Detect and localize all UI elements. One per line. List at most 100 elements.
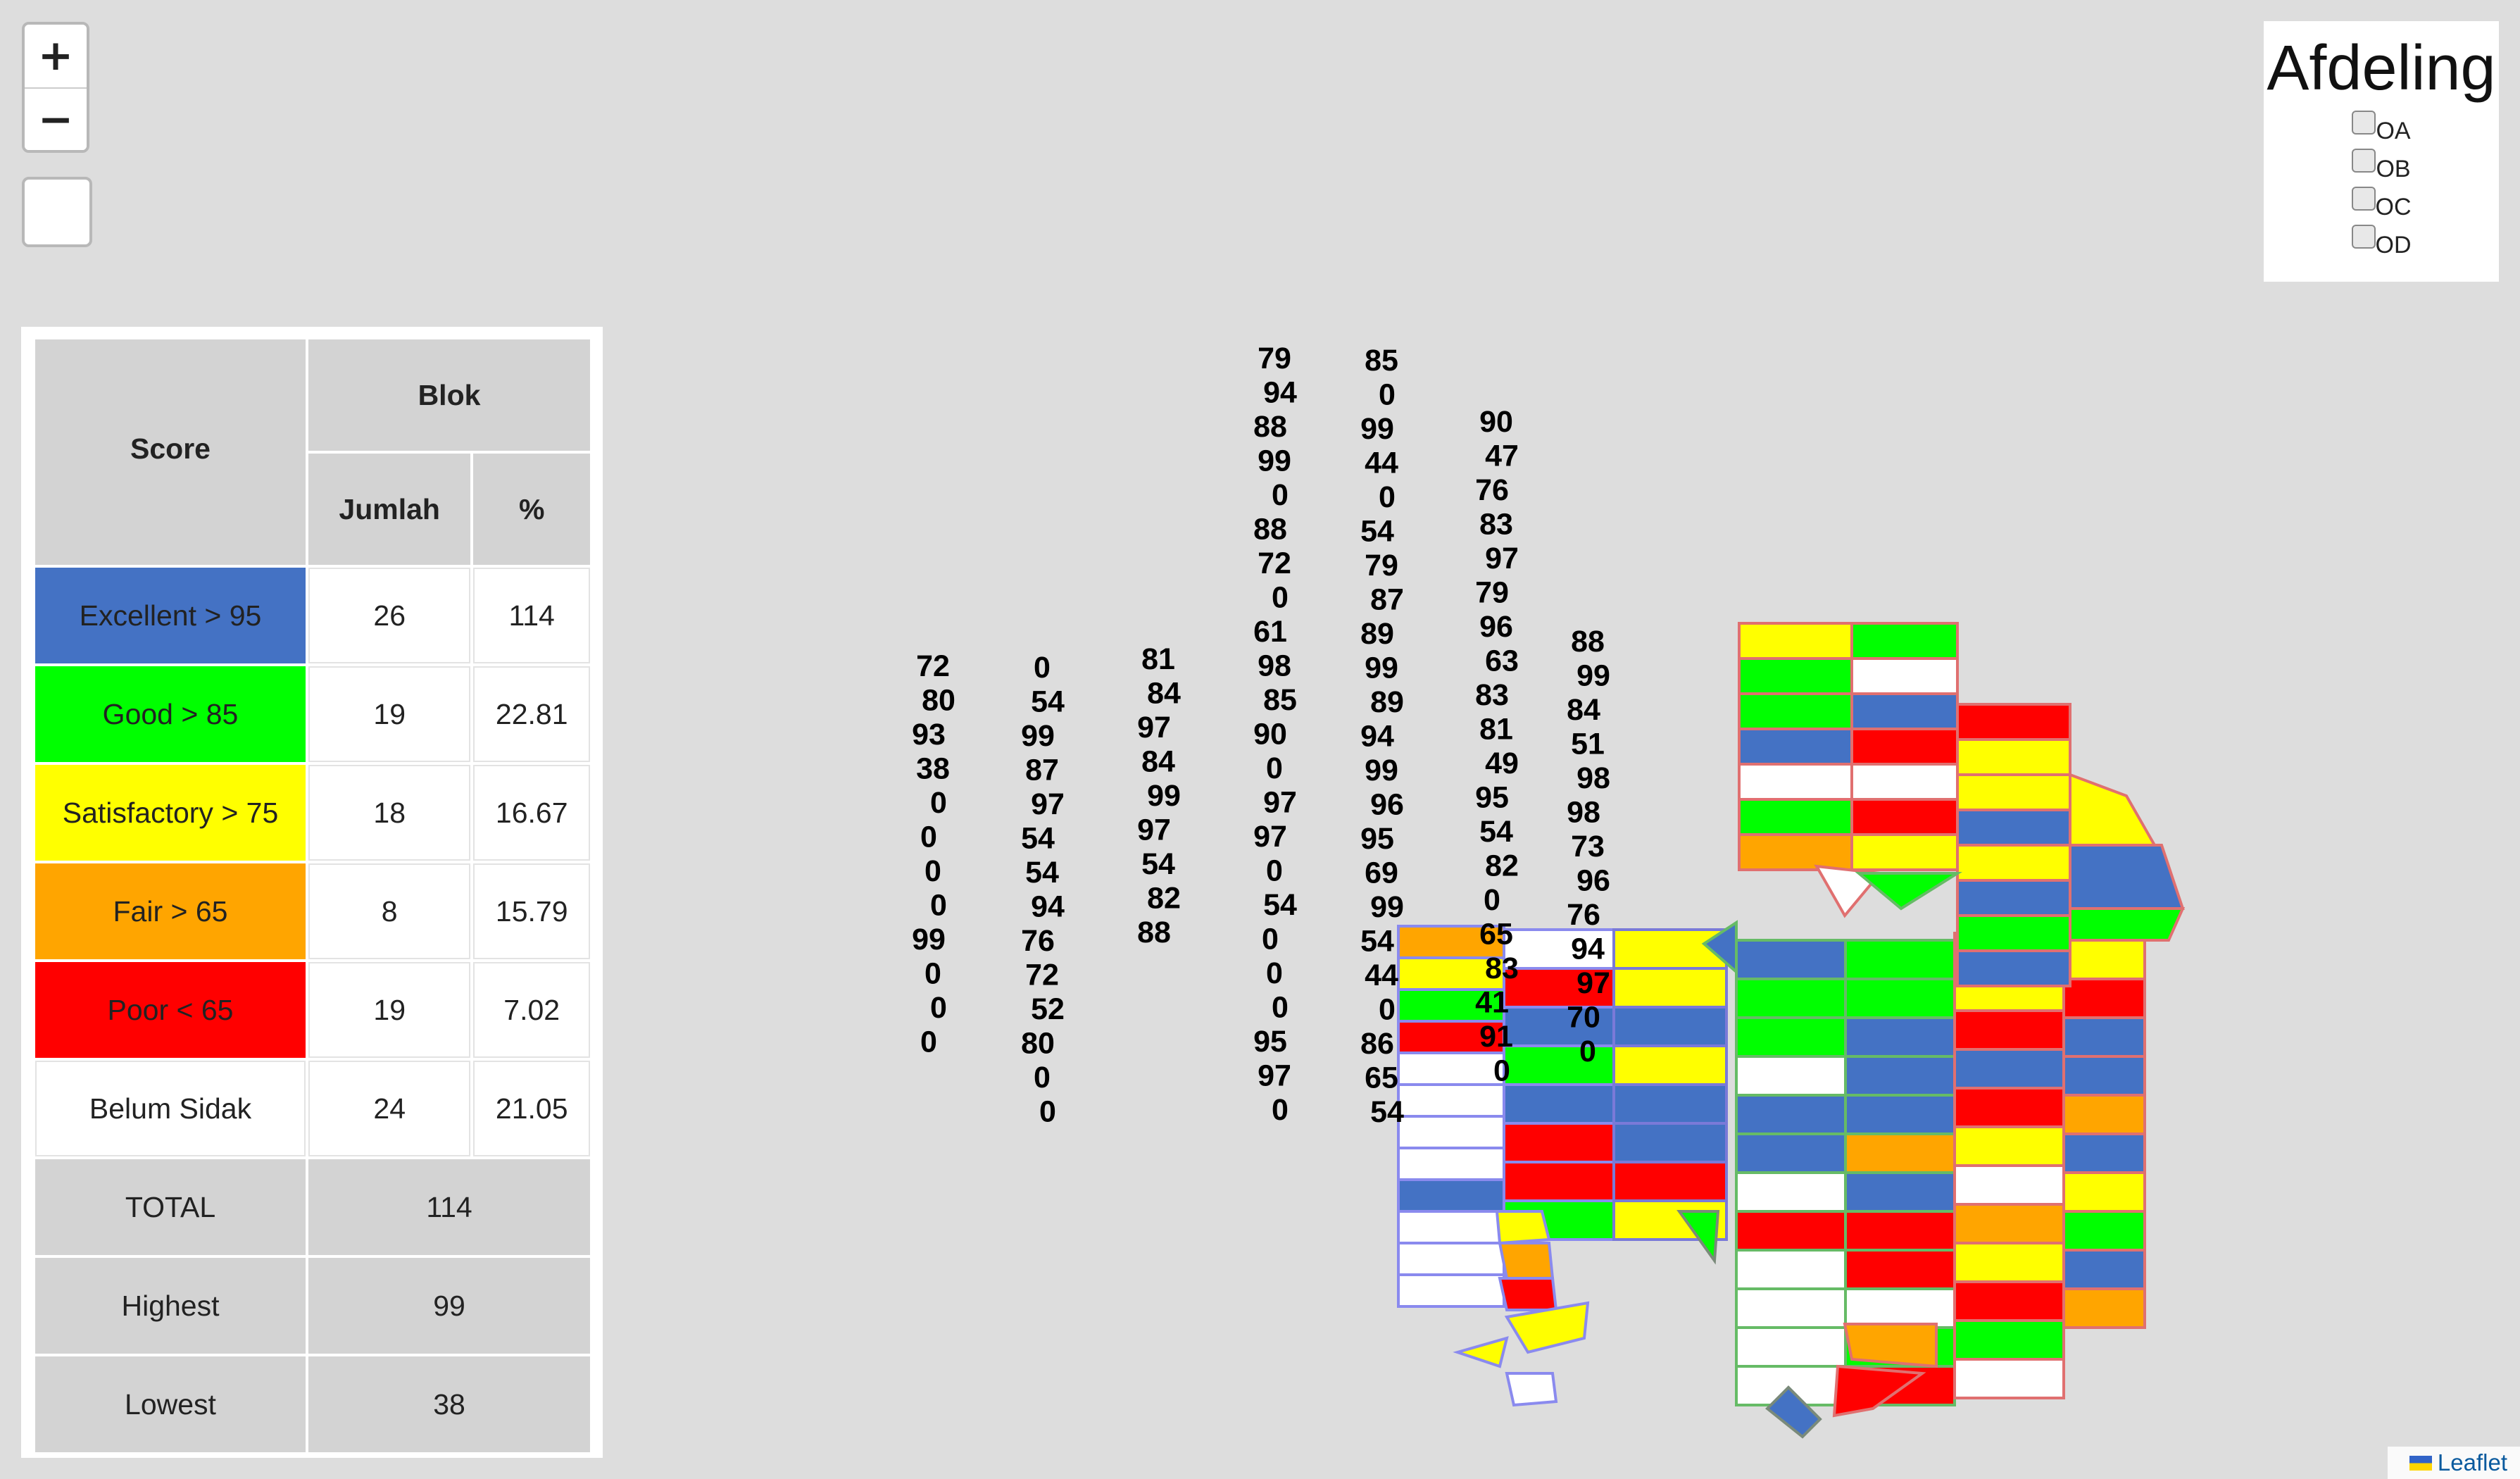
estate-block[interactable] [1957, 951, 2070, 986]
estate-block[interactable] [1614, 1085, 1726, 1123]
estate-block[interactable] [1957, 740, 2070, 775]
estate-block[interactable] [1736, 1289, 1845, 1328]
estate-block[interactable] [1845, 1056, 1955, 1095]
estate-block[interactable] [2070, 909, 2183, 940]
estate-block[interactable] [1736, 1328, 1845, 1366]
estate-block[interactable] [1614, 1046, 1726, 1085]
estate-block[interactable] [1736, 1211, 1845, 1250]
estate-block[interactable] [1852, 835, 1957, 870]
estate-block[interactable] [1739, 729, 1852, 764]
estate-block[interactable] [2064, 1173, 2145, 1211]
estate-block[interactable] [1614, 1007, 1726, 1046]
estate-block[interactable] [1955, 1011, 2064, 1049]
estate-block[interactable] [1957, 880, 2070, 916]
estate-block[interactable] [1504, 1046, 1614, 1085]
checkbox[interactable] [2352, 111, 2376, 135]
estate-block[interactable] [1398, 1053, 1504, 1085]
estate-block[interactable] [1739, 659, 1852, 694]
estate-block[interactable] [1398, 1275, 1504, 1306]
estate-block[interactable] [2070, 845, 2183, 909]
estate-block[interactable] [1736, 1250, 1845, 1289]
zoom-in-button[interactable]: + [25, 25, 87, 87]
estate-block[interactable] [1845, 1134, 1955, 1173]
estate-block[interactable] [1957, 845, 2070, 880]
estate-block[interactable] [2064, 1134, 2145, 1173]
estate-block[interactable] [1845, 1324, 1936, 1366]
estate-block[interactable] [1845, 1095, 1955, 1134]
estate-block[interactable] [2064, 1211, 2145, 1250]
leaflet-link[interactable]: Leaflet [2438, 1449, 2507, 1476]
estate-block[interactable] [2064, 1056, 2145, 1095]
estate-block[interactable] [1736, 1095, 1845, 1134]
estate-block[interactable] [1852, 694, 1957, 729]
estate-block[interactable] [1739, 623, 1852, 659]
estate-block[interactable] [2064, 979, 2145, 1018]
afdeling-option-oc[interactable]: OC [2264, 187, 2499, 225]
estate-block[interactable] [1504, 1162, 1614, 1201]
estate-block[interactable] [1500, 1278, 1556, 1310]
estate-block[interactable] [1955, 1127, 2064, 1166]
estate-blocks[interactable] [1398, 623, 2183, 1437]
estate-block[interactable] [1845, 1173, 1955, 1211]
estate-block[interactable] [1504, 1085, 1614, 1123]
estate-block[interactable] [1845, 1250, 1955, 1289]
checkbox[interactable] [2352, 187, 2376, 211]
estate-block[interactable] [1852, 764, 1957, 799]
estate-block[interactable] [1398, 1180, 1504, 1211]
estate-block[interactable] [1852, 623, 1957, 659]
checkbox[interactable] [2352, 225, 2376, 249]
estate-block[interactable] [1852, 729, 1957, 764]
zoom-out-button[interactable]: − [25, 87, 87, 150]
estate-block[interactable] [1957, 916, 2070, 951]
estate-block[interactable] [1957, 775, 2070, 810]
estate-block[interactable] [1614, 968, 1726, 1007]
layer-toggle-button[interactable] [22, 177, 92, 247]
afdeling-option-ob[interactable]: OB [2264, 149, 2499, 187]
map-attribution[interactable]: Leaflet [2388, 1447, 2520, 1479]
estate-block[interactable] [1500, 1243, 1553, 1278]
estate-block[interactable] [1845, 1211, 1955, 1250]
afdeling-option-oa[interactable]: OA [2264, 111, 2499, 149]
estate-block[interactable] [1398, 1116, 1504, 1148]
estate-block[interactable] [1497, 1211, 1549, 1243]
estate-block[interactable] [1398, 1211, 1504, 1243]
estate-block[interactable] [1398, 1148, 1504, 1180]
estate-block[interactable] [2064, 1095, 2145, 1134]
estate-block[interactable] [1852, 659, 1957, 694]
estate-block[interactable] [1955, 1166, 2064, 1204]
estate-block[interactable] [1845, 940, 1955, 979]
estate-block[interactable] [1739, 764, 1852, 799]
estate-block[interactable] [1739, 694, 1852, 729]
estate-block[interactable] [1458, 1338, 1507, 1366]
estate-block[interactable] [1739, 835, 1852, 870]
estate-block[interactable] [1614, 1123, 1726, 1162]
estate-block[interactable] [1845, 1289, 1955, 1328]
estate-block[interactable] [1955, 1359, 2064, 1398]
estate-block[interactable] [1955, 1321, 2064, 1359]
estate-block[interactable] [1957, 810, 2070, 845]
estate-block[interactable] [1398, 1243, 1504, 1275]
estate-block[interactable] [1398, 1085, 1504, 1116]
estate-block[interactable] [1736, 1018, 1845, 1056]
estate-block[interactable] [1955, 1088, 2064, 1127]
afdeling-option-od[interactable]: OD [2264, 225, 2499, 263]
estate-block[interactable] [1736, 1056, 1845, 1095]
estate-block[interactable] [1736, 979, 1845, 1018]
estate-block[interactable] [1507, 1373, 1556, 1405]
estate-block[interactable] [2064, 940, 2145, 979]
estate-block[interactable] [1957, 704, 2070, 740]
estate-block[interactable] [1859, 873, 1957, 909]
estate-block[interactable] [1845, 979, 1955, 1018]
estate-block[interactable] [2070, 775, 2155, 845]
estate-block[interactable] [1845, 1018, 1955, 1056]
estate-block[interactable] [1736, 940, 1845, 979]
checkbox[interactable] [2352, 149, 2376, 173]
estate-block[interactable] [1955, 1282, 2064, 1321]
estate-block[interactable] [1955, 1243, 2064, 1282]
estate-block[interactable] [2064, 1018, 2145, 1056]
estate-block[interactable] [1955, 1204, 2064, 1243]
estate-block[interactable] [1614, 1162, 1726, 1201]
estate-block[interactable] [1955, 1049, 2064, 1088]
estate-block[interactable] [2064, 1289, 2145, 1328]
estate-block[interactable] [1736, 1173, 1845, 1211]
